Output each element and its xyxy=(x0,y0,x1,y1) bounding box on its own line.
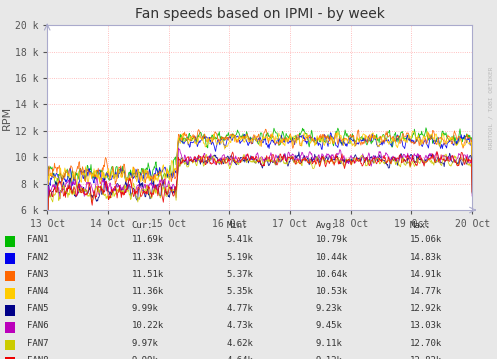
Text: 9.12k: 9.12k xyxy=(316,356,342,359)
Text: 14.91k: 14.91k xyxy=(410,270,442,279)
Text: 13.03k: 13.03k xyxy=(410,322,442,331)
Text: FAN4: FAN4 xyxy=(27,287,49,296)
Text: 10.79k: 10.79k xyxy=(316,236,348,244)
Text: 5.35k: 5.35k xyxy=(226,287,253,296)
Text: 10.64k: 10.64k xyxy=(316,270,348,279)
Text: 14.77k: 14.77k xyxy=(410,287,442,296)
Text: Avg:: Avg: xyxy=(316,221,337,230)
Text: 9.11k: 9.11k xyxy=(316,339,342,348)
Text: Cur:: Cur: xyxy=(132,221,153,230)
Text: 10.44k: 10.44k xyxy=(316,253,348,262)
Text: 4.73k: 4.73k xyxy=(226,322,253,331)
Text: 11.51k: 11.51k xyxy=(132,270,164,279)
Text: FAN5: FAN5 xyxy=(27,304,49,313)
Text: 11.36k: 11.36k xyxy=(132,287,164,296)
Text: 4.77k: 4.77k xyxy=(226,304,253,313)
Text: Min:: Min: xyxy=(226,221,248,230)
Text: 12.82k: 12.82k xyxy=(410,356,442,359)
Text: 5.41k: 5.41k xyxy=(226,236,253,244)
Text: FAN7: FAN7 xyxy=(27,339,49,348)
Text: FAN3: FAN3 xyxy=(27,270,49,279)
Text: 9.99k: 9.99k xyxy=(132,356,159,359)
Text: 9.97k: 9.97k xyxy=(132,339,159,348)
Text: 4.64k: 4.64k xyxy=(226,356,253,359)
Text: 9.99k: 9.99k xyxy=(132,304,159,313)
Text: 5.37k: 5.37k xyxy=(226,270,253,279)
Text: 9.45k: 9.45k xyxy=(316,322,342,331)
Text: FAN8: FAN8 xyxy=(27,356,49,359)
Text: FAN6: FAN6 xyxy=(27,322,49,331)
Text: 10.53k: 10.53k xyxy=(316,287,348,296)
Text: RRDTOOL / TOBI OETIKER: RRDTOOL / TOBI OETIKER xyxy=(488,66,493,149)
Y-axis label: RPM: RPM xyxy=(2,106,12,130)
Text: Max:: Max: xyxy=(410,221,431,230)
Text: 12.92k: 12.92k xyxy=(410,304,442,313)
Text: 4.62k: 4.62k xyxy=(226,339,253,348)
Text: 11.33k: 11.33k xyxy=(132,253,164,262)
Text: 12.70k: 12.70k xyxy=(410,339,442,348)
Text: 11.69k: 11.69k xyxy=(132,236,164,244)
Text: 10.22k: 10.22k xyxy=(132,322,164,331)
Text: 15.06k: 15.06k xyxy=(410,236,442,244)
Text: 14.83k: 14.83k xyxy=(410,253,442,262)
Text: 5.19k: 5.19k xyxy=(226,253,253,262)
Text: FAN2: FAN2 xyxy=(27,253,49,262)
Text: 9.23k: 9.23k xyxy=(316,304,342,313)
Title: Fan speeds based on IPMI - by week: Fan speeds based on IPMI - by week xyxy=(135,7,385,21)
Text: FAN1: FAN1 xyxy=(27,236,49,244)
